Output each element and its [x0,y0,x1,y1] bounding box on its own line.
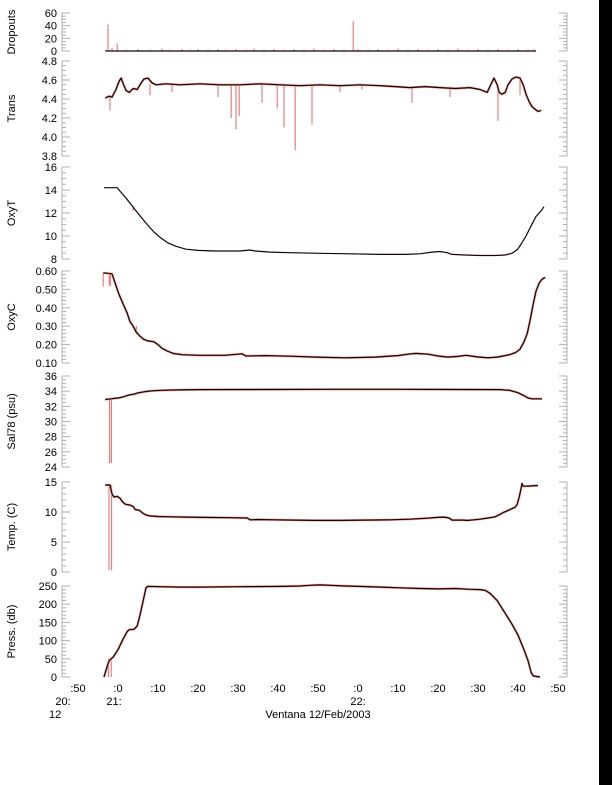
x-tick-label: :50 [70,683,85,695]
y-tick-label: 8 [51,254,57,266]
y-tick-label: 4.6 [42,75,57,87]
y-tick-label: 28 [45,432,57,444]
y-tick-label: 100 [39,636,57,648]
day-label: 12 [49,709,62,721]
y-tick-label: 4.2 [42,113,57,125]
axis-labels: 0204060Dropouts3.84.04.24.44.64.8Trans81… [6,8,566,708]
y-tick-label: 250 [39,581,57,593]
y-axis-title: Dropouts [6,9,18,54]
y-axis-title: Temp. (C) [6,503,18,551]
figure-title: Ventana 12/Feb/2003 [265,709,371,721]
y-tick-label: 0 [51,567,57,579]
x-tick-label: :20 [190,683,205,695]
y-tick-label: 4.4 [42,94,57,106]
y-tick-label: 0 [51,672,57,684]
x-tick-label: :30 [230,683,245,695]
y-tick-label: 4.8 [42,56,57,68]
y-tick-label: 10 [45,231,57,243]
x-tick-label: :40 [510,683,525,695]
y-tick-label: 200 [39,599,57,611]
x-tick-label: :10 [150,683,165,695]
axes [61,12,568,678]
y-tick-label: 0.40 [36,303,57,315]
y-tick-label: 10 [45,507,57,519]
y-tick-label: 36 [45,371,57,383]
x-hour-label: 21: [106,696,121,708]
y-tick-label: 24 [45,462,57,474]
x-tick-label: :0 [113,683,122,695]
data-series [102,21,546,679]
y-tick-label: 0.20 [36,340,57,352]
y-tick-label: 0 [51,46,57,58]
y-tick-label: 30 [45,417,57,429]
y-tick-label: 50 [45,654,57,666]
x-tick-label: :30 [470,683,485,695]
x-hour-label: 22: [350,696,365,708]
x-tick-label: :20 [430,683,445,695]
y-tick-label: 0.60 [36,266,57,278]
x-tick-label: :0 [353,683,362,695]
x-tick-label: :50 [310,683,325,695]
y-tick-label: 32 [45,401,57,413]
y-tick-label: 20 [45,33,57,45]
y-tick-label: 34 [45,386,57,398]
x-tick-label: :50 [550,683,565,695]
y-tick-label: 14 [45,185,57,197]
y-tick-label: 150 [39,617,57,629]
y-tick-label: 16 [45,162,57,174]
y-tick-label: 60 [45,8,57,20]
y-tick-label: 12 [45,208,57,220]
x-tick-label: :10 [390,683,405,695]
y-axis-title: OxyC [6,303,18,331]
right-black-strip [599,0,612,785]
y-axis-title: Press. (db) [6,605,18,659]
y-tick-label: 4.0 [42,132,57,144]
y-tick-label: 3.8 [42,151,57,163]
x-tick-label: :40 [270,683,285,695]
x-hour-label: 20: [55,696,70,708]
y-tick-label: 0.30 [36,321,57,333]
y-tick-label: 26 [45,447,57,459]
y-tick-label: 5 [51,537,57,549]
y-tick-label: 0.50 [36,284,57,296]
y-tick-label: 15 [45,477,57,489]
y-tick-label: 40 [45,21,57,33]
y-axis-title: Trans [6,94,18,122]
y-tick-label: 0.10 [36,358,57,370]
y-axis-title: OxyT [6,200,18,227]
y-axis-title: Sal78 (psu) [6,393,18,449]
